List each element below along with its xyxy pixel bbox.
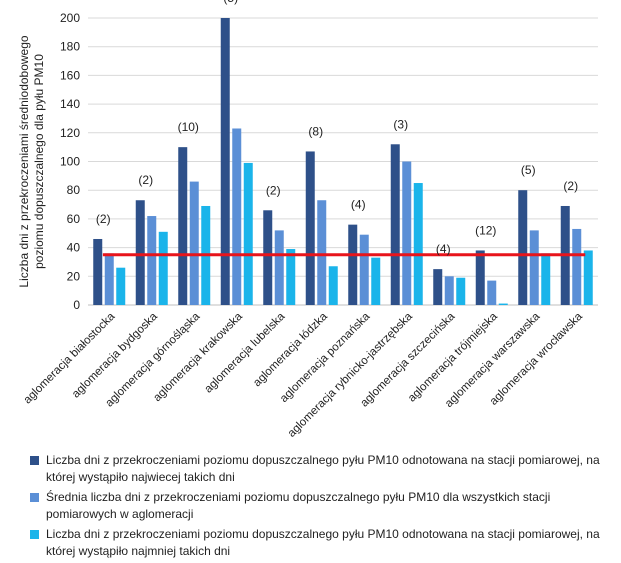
station-count-label: (4): [351, 198, 366, 212]
bar: [104, 253, 114, 305]
bar: [572, 228, 582, 305]
y-tick-label: 200: [60, 11, 80, 25]
y-axis-label-line: poziomu dopuszczalnego dla pyłu PM10: [32, 54, 46, 269]
bar: [402, 161, 412, 305]
bar: [220, 18, 230, 305]
legend-item-max: Liczba dni z przekroczeniami poziomu dop…: [30, 452, 615, 486]
bar: [518, 190, 528, 305]
y-axis-label: Liczba dni z przekroczeniami średniodobo…: [17, 35, 46, 287]
bar: [158, 231, 168, 305]
bar: [359, 234, 369, 305]
bar: [583, 250, 593, 305]
bar: [178, 147, 188, 305]
bar: [305, 151, 315, 305]
station-count-label: (5): [521, 163, 536, 177]
bar: [232, 128, 242, 305]
y-tick-label: 20: [67, 269, 81, 283]
bar: [135, 200, 145, 305]
bar: [147, 216, 157, 305]
bar: [541, 253, 551, 305]
legend-swatch-max: [30, 456, 39, 465]
bar: [390, 144, 400, 305]
y-tick-label: 40: [67, 241, 81, 255]
station-count-label: (5): [223, 0, 238, 5]
bar: [498, 303, 508, 305]
station-count-label: (3): [393, 117, 408, 131]
bar: [444, 276, 454, 305]
station-count-label: (2): [96, 212, 111, 226]
legend-label-avg: Średnia liczba dni z przekroczeniami poz…: [46, 490, 551, 521]
legend-label-max: Liczba dni z przekroczeniami poziomu dop…: [46, 453, 600, 484]
station-count-label: (12): [475, 223, 496, 237]
y-tick-label: 120: [60, 126, 80, 140]
bar-chart: 0 20 40 60 80 100 120 140 160 180 200 (2) (2) (10) (5…: [17, 0, 598, 440]
bar: [93, 238, 103, 305]
bar: [487, 280, 497, 305]
station-count-labels: (2) (2) (10) (5) (2) (8) (4) (3) (4) (12) (5) (2): [96, 0, 578, 256]
legend-label-min: Liczba dni z przekroczeniami poziomu dop…: [46, 527, 600, 558]
y-tick-label: 140: [60, 97, 80, 111]
y-tick-label: 80: [67, 183, 81, 197]
station-count-label: (4): [436, 242, 451, 256]
y-tick-label: 100: [60, 155, 80, 169]
bar: [317, 200, 327, 305]
station-count-label: (2): [138, 173, 153, 187]
legend-swatch-avg: [30, 493, 39, 502]
station-count-label: (8): [308, 124, 323, 138]
legend-item-min: Liczba dni z przekroczeniami poziomu dop…: [30, 526, 615, 560]
y-tick-label: 160: [60, 68, 80, 82]
grid-lines: [88, 17, 598, 306]
bar: [116, 267, 126, 305]
x-tick-label: aglomeracja łódzka: [251, 310, 330, 389]
bar: [286, 249, 296, 305]
bar: [263, 210, 273, 305]
bar: [371, 257, 381, 305]
bar: [456, 277, 466, 305]
bar: [274, 230, 284, 305]
bar: [328, 266, 338, 305]
bar: [348, 224, 358, 305]
legend-item-avg: Średnia liczba dni z przekroczeniami poz…: [30, 489, 615, 523]
y-tick-label: 0: [73, 298, 80, 312]
station-count-label: (2): [563, 179, 578, 193]
legend-swatch-min: [30, 530, 39, 539]
station-count-label: (10): [178, 120, 199, 134]
y-tick-label: 180: [60, 40, 80, 54]
station-count-label: (2): [266, 183, 281, 197]
bar: [243, 162, 253, 305]
x-tick-label: aglomeracja lubelska: [202, 310, 287, 395]
legend: Liczba dni z przekroczeniami poziomu dop…: [30, 452, 615, 563]
bar: [189, 181, 199, 305]
y-axis-ticks: 0 20 40 60 80 100 120 140 160 180 200: [60, 11, 80, 312]
y-tick-label: 60: [67, 212, 81, 226]
x-tick-label: aglomeracja bydgoska: [70, 310, 160, 400]
bar: [413, 183, 423, 305]
y-axis-label-line: Liczba dni z przekroczeniami średniodobo…: [17, 35, 31, 287]
bar: [529, 230, 539, 305]
bar: [475, 250, 485, 305]
bar: [433, 269, 443, 305]
